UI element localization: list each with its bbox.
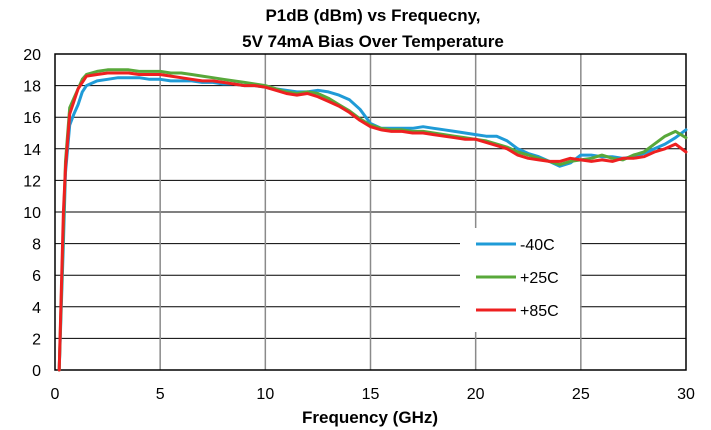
x-tick-label: 30 [677, 386, 695, 403]
y-tick-label: 18 [23, 79, 41, 96]
x-tick-label: 20 [467, 386, 485, 403]
grid [55, 53, 686, 371]
y-tick-label: 2 [32, 331, 41, 348]
y-tick-label: 12 [23, 173, 41, 190]
x-tick-label: 5 [156, 386, 165, 403]
plot-area-frame [54, 53, 687, 371]
legend: -40C +25C +85C [460, 228, 580, 332]
chart-subtitle: 5V 74mA Bias Over Temperature [242, 32, 504, 51]
y-tick-label: 8 [32, 237, 41, 254]
y-tick-label: 14 [23, 142, 41, 159]
x-tick-label: 25 [572, 386, 590, 403]
legend-label: -40C [520, 237, 555, 254]
x-axis-label: Frequency (GHz) [302, 408, 438, 427]
y-axis-ticks: 0 2 4 6 8 10 12 14 16 18 20 [23, 47, 41, 380]
x-axis-ticks: 0 5 10 15 20 25 30 [51, 386, 695, 403]
y-tick-label: 4 [32, 300, 41, 317]
y-tick-label: 16 [23, 110, 41, 127]
series-line-1 [57, 76, 688, 372]
legend-label: +85C [520, 303, 559, 320]
y-tick-label: 20 [23, 47, 41, 64]
y-tick-label: 6 [32, 268, 41, 285]
y-tick-label: 10 [23, 205, 41, 222]
series-line-3 [57, 71, 688, 372]
series-line-2 [57, 68, 688, 372]
x-tick-label: 0 [51, 386, 60, 403]
series-lines [57, 68, 688, 372]
x-tick-label: 15 [362, 386, 380, 403]
legend-label: +25C [520, 270, 559, 287]
chart-title: P1dB (dBm) vs Frequecny, [265, 6, 480, 25]
y-tick-label: 0 [32, 363, 41, 380]
x-tick-label: 10 [256, 386, 274, 403]
